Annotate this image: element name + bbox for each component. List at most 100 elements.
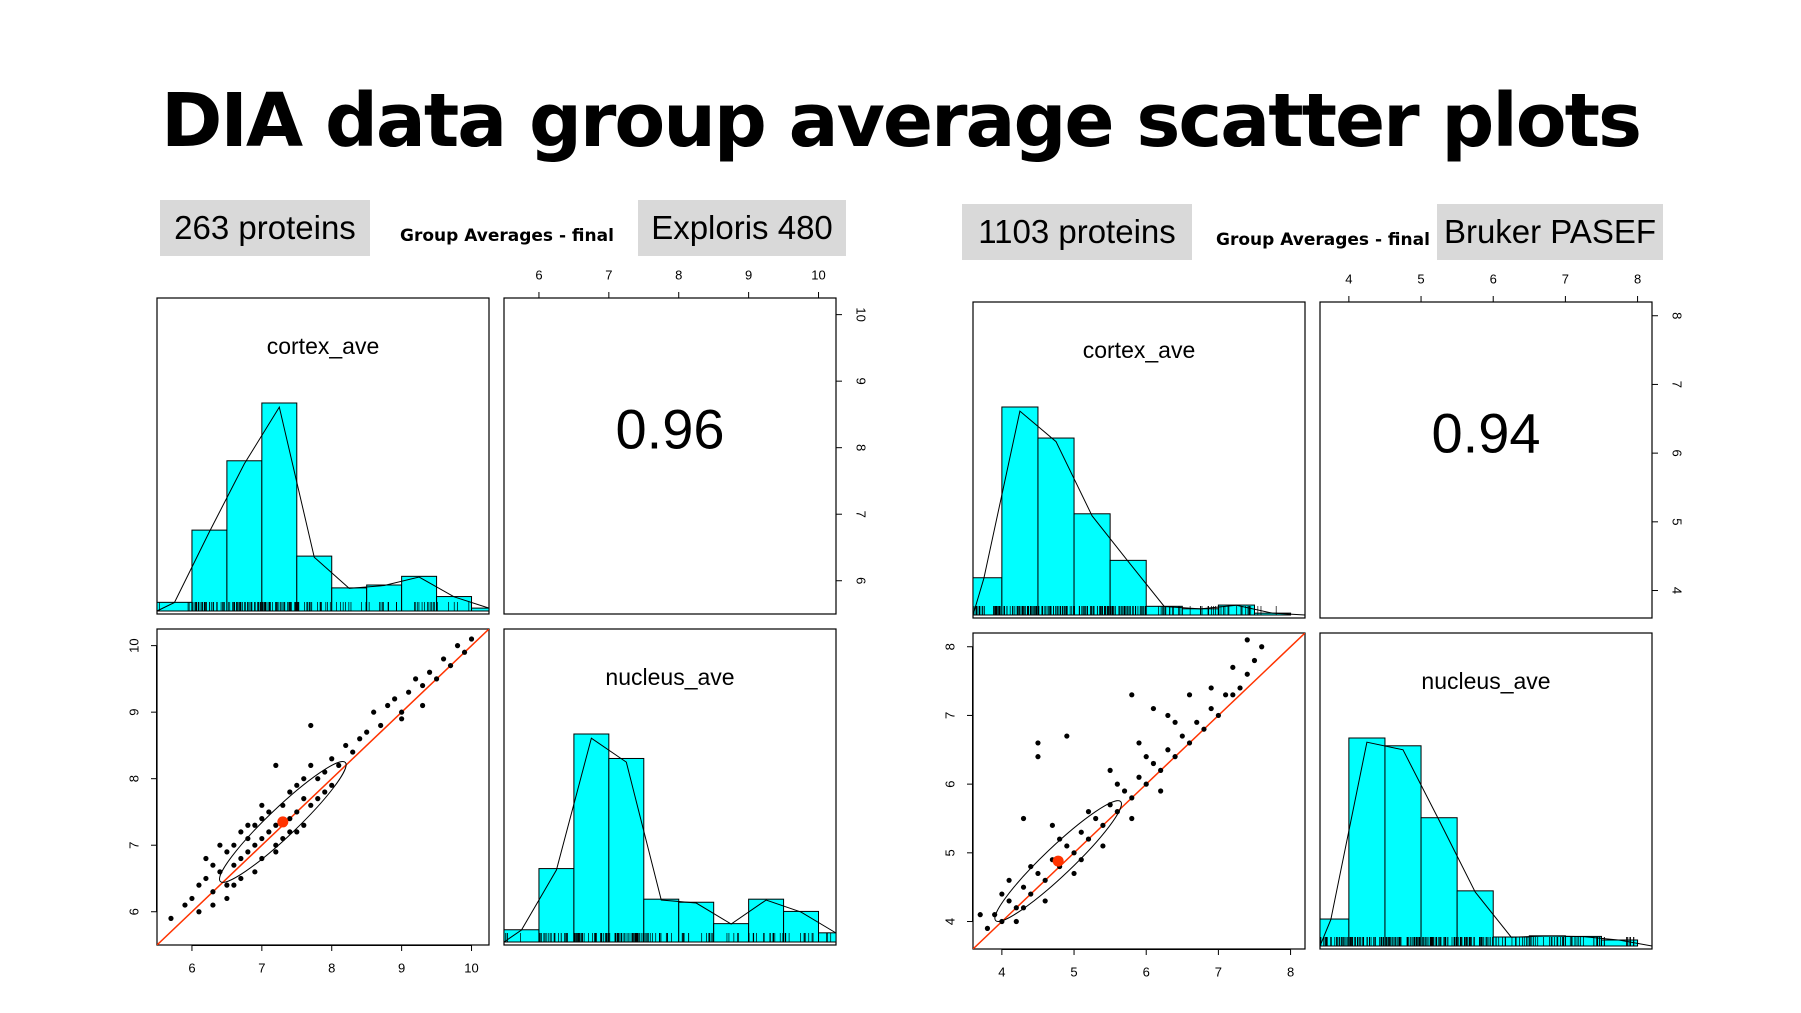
left-data-point: [280, 802, 286, 808]
right-data-point: [1121, 788, 1128, 794]
right-data-point: [1136, 740, 1142, 746]
left-nucleus-histogram-bar: [608, 757, 645, 943]
right-data-point: [1042, 898, 1048, 904]
right-cortex-histogram-bar: [1073, 513, 1111, 616]
left-data-point: [224, 895, 230, 902]
right-top-axis-tick-label: 6: [1490, 271, 1497, 286]
left-data-point: [336, 762, 342, 768]
right-cortex-variable-label: cortex_ave: [1083, 337, 1196, 363]
left-data-point: [301, 822, 307, 828]
right-data-point: [977, 912, 983, 918]
right-data-point: [1165, 747, 1171, 753]
left-data-point: [196, 882, 202, 888]
right-bottom-axis-tick-label: 7: [1215, 964, 1222, 979]
right-cortex-rug: [973, 606, 1277, 615]
left-data-point: [273, 849, 279, 855]
left-data-point: [245, 822, 251, 828]
left-data-point: [308, 762, 314, 768]
left-data-point: [308, 802, 314, 808]
right-right-axis-tick-label: 4: [1670, 587, 1685, 594]
left-regression-line: [157, 629, 489, 945]
left-cortex-rug: [159, 602, 470, 611]
left-data-point: [294, 829, 300, 835]
right-nucleus-density-curve: [1319, 741, 1653, 947]
right-data-point: [1020, 884, 1027, 890]
left-left-axis-tick-label: 8: [126, 775, 141, 782]
right-top-axis-tick-label: 4: [1345, 271, 1352, 286]
left-data-point: [224, 882, 230, 888]
left-data-point: [315, 776, 321, 782]
left-nucleus-rug: [505, 933, 832, 942]
right-data-point: [1237, 685, 1243, 691]
right-bottom-axis-tick-label: 8: [1287, 964, 1294, 979]
right-data-point: [1064, 733, 1070, 739]
right-left-axis-tick-label: 8: [942, 643, 957, 650]
right-data-point: [1201, 726, 1207, 732]
left-data-point: [238, 829, 244, 835]
right-data-point: [1215, 712, 1221, 719]
right-data-point: [1186, 692, 1193, 698]
right-correlation-ellipse: [994, 800, 1122, 922]
right-panel-frame: [972, 301, 1306, 619]
left-mean-point: [277, 816, 289, 828]
left-cortex-histogram-bar: [226, 460, 263, 612]
left-panel-frame: [503, 297, 837, 615]
left-instrument-label: Exploris 480: [638, 200, 846, 256]
right-data-point: [1020, 815, 1027, 822]
right-panel-frame: [1319, 301, 1653, 619]
left-data-point: [329, 782, 335, 788]
right-nucleus-histogram-bar: [1528, 935, 1566, 947]
left-data-point: [378, 722, 384, 729]
left-right-axis-tick-label: 9: [854, 378, 869, 385]
left-data-point: [371, 709, 377, 715]
right-top-axis-tick-label: 8: [1634, 271, 1641, 286]
right-data-point: [1078, 857, 1084, 863]
left-data-point: [238, 855, 244, 862]
right-data-point: [1078, 829, 1084, 835]
right-figure-caption: Group Averages - final: [1216, 230, 1430, 250]
left-data-point: [224, 849, 230, 855]
right-data-point: [999, 891, 1005, 897]
left-data-point: [399, 709, 405, 715]
right-data-point: [1129, 815, 1135, 822]
left-data-point: [468, 636, 475, 642]
left-data-point: [308, 722, 314, 729]
right-left-axis-tick-label: 4: [942, 918, 957, 925]
left-right-axis-tick-label: 8: [854, 444, 869, 451]
right-data-point: [1100, 822, 1106, 828]
right-data-point: [1251, 657, 1258, 664]
left-data-point: [301, 776, 307, 782]
left-data-point: [461, 649, 468, 655]
right-panel-frame: [1319, 632, 1653, 950]
left-data-point: [350, 749, 356, 755]
right-scatter-points: [973, 633, 1305, 949]
left-top-axis-tick-label: 8: [675, 267, 682, 282]
right-data-point: [1006, 877, 1012, 883]
right-right-axis-tick-label: 8: [1670, 312, 1685, 319]
right-data-point: [1230, 664, 1236, 670]
right-data-point: [1150, 760, 1157, 767]
right-data-point: [1158, 767, 1164, 773]
left-data-point: [413, 676, 419, 682]
right-nucleus-variable-label: nucleus_ave: [1421, 668, 1550, 694]
right-data-point: [1223, 692, 1229, 698]
left-data-point: [385, 702, 391, 709]
right-data-point: [1085, 836, 1092, 842]
left-bottom-axis-tick-label: 8: [328, 960, 335, 975]
left-data-point: [231, 882, 237, 888]
right-data-point: [1129, 692, 1135, 698]
left-cortex-histogram-bar: [156, 601, 193, 612]
right-data-point: [1049, 822, 1055, 828]
left-data-point: [357, 736, 363, 742]
right-data-point: [1143, 781, 1149, 787]
right-right-axis-tick-label: 5: [1670, 518, 1685, 525]
left-data-point: [364, 729, 370, 735]
left-data-point: [392, 696, 398, 702]
right-data-point: [1136, 774, 1142, 780]
left-panel-frame: [503, 628, 837, 946]
left-data-point: [245, 835, 251, 842]
right-bottom-axis-tick-label: 4: [998, 964, 1005, 979]
right-data-point: [1244, 671, 1250, 677]
left-correlation-ellipse: [219, 761, 347, 883]
